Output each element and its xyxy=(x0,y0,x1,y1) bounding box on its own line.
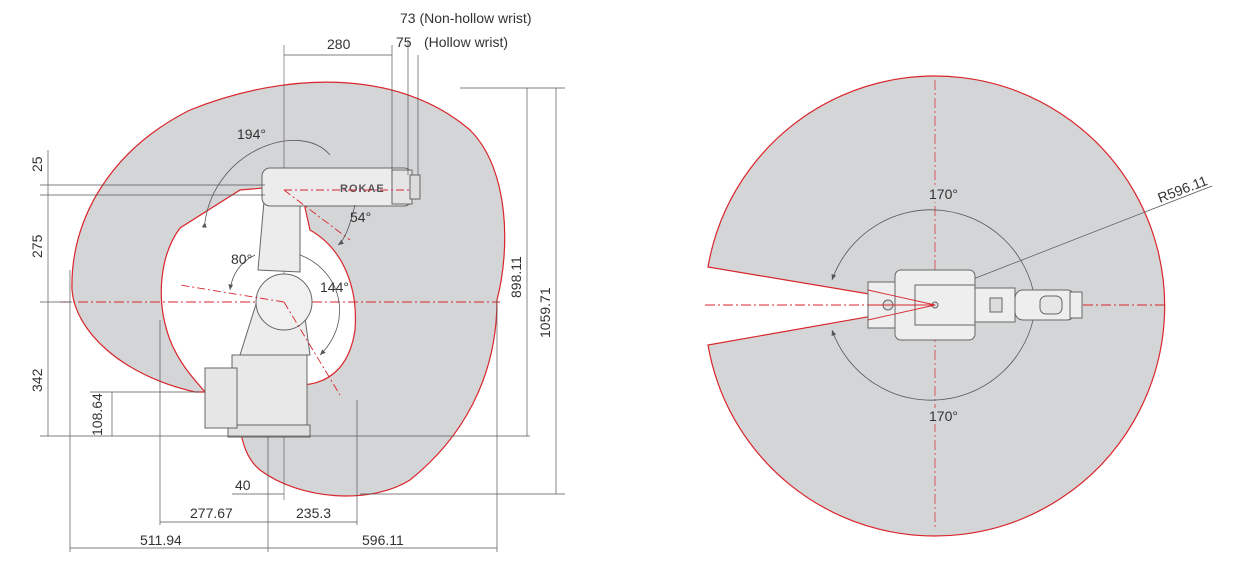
dim-511-94-label: 511.94 xyxy=(140,532,182,548)
angle-top-bg xyxy=(926,186,960,202)
robot-arm-side xyxy=(204,167,421,438)
dim-342-label: 342 xyxy=(29,368,45,392)
radius-label: R596.11 xyxy=(1155,172,1209,206)
dim-275-label: 275 xyxy=(29,234,45,258)
top-angle-arcs xyxy=(831,209,1036,401)
angle-80-label: 80° xyxy=(231,251,252,267)
robot-logo: ROKAE xyxy=(340,183,385,195)
angle-bottom-label: 170° xyxy=(929,408,958,424)
dim-277-67-label: 277.67 xyxy=(190,505,233,521)
dim-596-11-label: 596.11 xyxy=(362,532,404,548)
wrist-note-hollow-label: (Hollow wrist) xyxy=(424,34,508,50)
dim-235-3-label: 235.3 xyxy=(296,505,331,521)
dim-898-11-label: 898.11 xyxy=(508,256,524,298)
angle-194-label: 194° xyxy=(237,126,266,142)
side-right-dimensions xyxy=(360,87,565,495)
dim-108-64-label: 108.64 xyxy=(89,393,105,436)
side-joint-lines xyxy=(179,189,410,396)
wrist-note-non-hollow: 73 (Non-hollow wrist) xyxy=(400,10,531,26)
top-view: R596.11 170° 170° xyxy=(705,75,1213,537)
angle-top-label: 170° xyxy=(929,186,958,202)
radius-leader xyxy=(1149,185,1213,211)
top-joint-lines xyxy=(867,289,936,321)
dim-40-label: 40 xyxy=(235,477,251,493)
angle-bottom-bg xyxy=(926,408,960,424)
dim-280-label: 280 xyxy=(327,36,351,52)
side-view: ROKAE 194° 54° 80° 144° 280 73 (Non-ho xyxy=(29,10,565,552)
dim-25-label: 25 xyxy=(29,156,45,172)
side-left-dimensions xyxy=(40,150,530,437)
dim-1059-71-label: 1059.71 xyxy=(537,287,553,338)
side-angle-arcs xyxy=(201,140,356,356)
wrist-note-hollow-value: 75 xyxy=(396,34,412,50)
angle-144-label: 144° xyxy=(320,279,349,295)
side-top-dimensions xyxy=(284,40,419,175)
side-bottom-dimensions xyxy=(69,270,498,552)
angle-54-label: 54° xyxy=(350,209,371,225)
